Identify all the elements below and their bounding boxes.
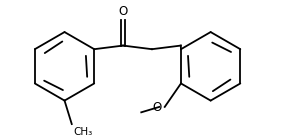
Text: O: O <box>153 101 162 114</box>
Text: CH₃: CH₃ <box>74 127 93 137</box>
Text: O: O <box>118 5 128 18</box>
